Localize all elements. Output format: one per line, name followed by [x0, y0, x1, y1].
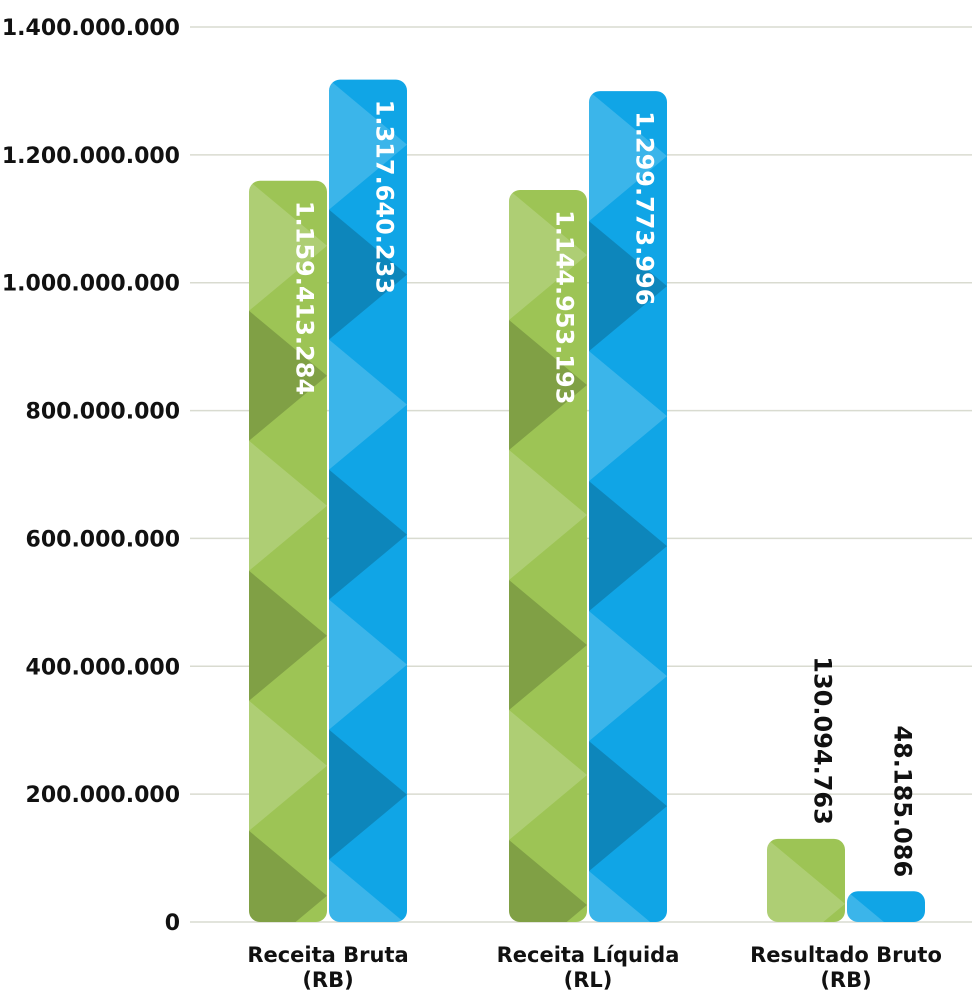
bar-facet — [329, 859, 407, 922]
y-tick-label: 1.000.000.000 — [2, 272, 180, 297]
value-labels: 1.159.413.284 1.144.953.193 130.094.763 1.3… — [291, 100, 917, 878]
value-label: 1.144.953.193 — [551, 210, 579, 404]
y-tick-label: 200.000.000 — [26, 783, 180, 808]
bar-facet — [329, 729, 407, 860]
x-category-label: (RB) — [820, 968, 871, 992]
bar-facet — [249, 570, 327, 701]
bar-facet — [589, 91, 667, 222]
bar — [249, 180, 327, 922]
bar-facet — [249, 700, 327, 831]
bar — [329, 79, 407, 922]
bar-facet — [589, 741, 667, 872]
y-tick-label: 600.000.000 — [26, 527, 180, 552]
value-label: 130.094.763 — [809, 656, 837, 825]
bar — [847, 891, 925, 922]
bar-facet — [509, 840, 587, 922]
y-tick-label: 800.000.000 — [26, 400, 180, 425]
bar-facet — [509, 450, 587, 581]
y-tick-label: 1.200.000.000 — [2, 144, 180, 169]
bar-facet — [589, 611, 667, 742]
bar-facets — [509, 190, 587, 922]
bar-facet — [249, 310, 327, 441]
bar-facet — [589, 481, 667, 612]
y-tick-label: 400.000.000 — [26, 655, 180, 680]
x-axis-category-labels: Receita Bruta(RB)Receita Líquida(RL)Resu… — [247, 943, 942, 992]
value-label: 1.317.640.233 — [371, 100, 399, 294]
y-tick-label: 1.400.000.000 — [2, 16, 180, 41]
bar-facets — [767, 838, 845, 922]
bar — [509, 190, 587, 922]
y-tick-label: 0 — [165, 911, 180, 936]
bar-facet — [509, 190, 587, 321]
bar-facets — [329, 79, 407, 922]
bar-facet — [509, 320, 587, 451]
bar — [767, 838, 845, 922]
bar-facet — [329, 339, 407, 470]
bar-facet — [589, 871, 667, 922]
x-category-label: Resultado Bruto — [750, 943, 942, 967]
bar-facet — [249, 180, 327, 311]
x-category-label: (RL) — [564, 968, 613, 992]
x-category-label: Receita Bruta — [247, 943, 408, 967]
x-category-label: Receita Líquida — [497, 943, 680, 967]
value-label: 48.185.086 — [889, 725, 917, 877]
bars — [249, 79, 925, 923]
value-label: 1.299.773.996 — [631, 111, 659, 305]
bar-facets — [589, 91, 667, 922]
y-axis-tick-labels: 0 200.000.000 400.000.000 600.000.000 800.00… — [2, 16, 180, 936]
bar-facet — [329, 79, 407, 210]
bar-facet — [249, 830, 327, 922]
bar-facet — [249, 440, 327, 571]
bar-facet — [329, 599, 407, 730]
bar — [589, 91, 667, 922]
x-category-label: (RB) — [302, 968, 353, 992]
bar-facet — [509, 710, 587, 841]
bar-facets — [249, 180, 327, 922]
bar-facet — [767, 838, 845, 922]
value-label: 1.159.413.284 — [291, 201, 319, 395]
bar-facet — [329, 469, 407, 600]
bar-facet — [509, 580, 587, 711]
bar-facet — [589, 221, 667, 352]
bar-facet — [329, 209, 407, 340]
bar-facet — [589, 351, 667, 482]
